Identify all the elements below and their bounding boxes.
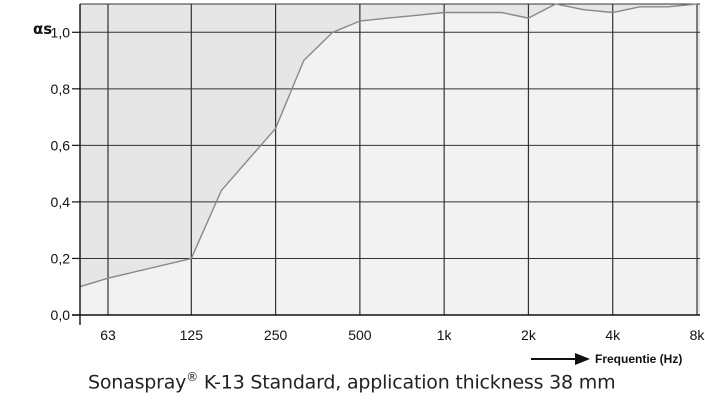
caption-registered-mark: ® (186, 370, 199, 384)
x-axis-arrow-head (575, 353, 590, 365)
y-tick-label: 0,0 (51, 307, 71, 323)
y-tick-label: 0,4 (51, 194, 71, 210)
y-tick-label: 0,8 (51, 81, 71, 97)
x-tick-label: 4k (605, 327, 621, 343)
x-tick-label: 8k (690, 327, 705, 343)
y-tick-label: 0,2 (51, 250, 71, 266)
absorption-curve (79, 3, 698, 288)
y-axis-label: αs (33, 20, 52, 38)
chart-caption: Sonaspray® K-13 Standard, application th… (88, 370, 616, 394)
y-tick-label: 0,6 (51, 137, 71, 153)
x-axis-label: Frequentie (Hz) (595, 352, 682, 366)
area-under-curve (80, 4, 697, 315)
caption-text: K-13 Standard, application thickness 38 … (198, 371, 616, 394)
x-tick-label: 2k (521, 327, 537, 343)
x-tick-label: 250 (264, 327, 288, 343)
x-tick-label: 1k (437, 327, 453, 343)
caption-product: Sonaspray (88, 371, 187, 394)
x-tick-label: 125 (180, 327, 204, 343)
x-tick-label: 500 (348, 327, 372, 343)
y-tick-label: 1,0 (51, 24, 71, 40)
x-tick-label: 63 (100, 327, 116, 343)
